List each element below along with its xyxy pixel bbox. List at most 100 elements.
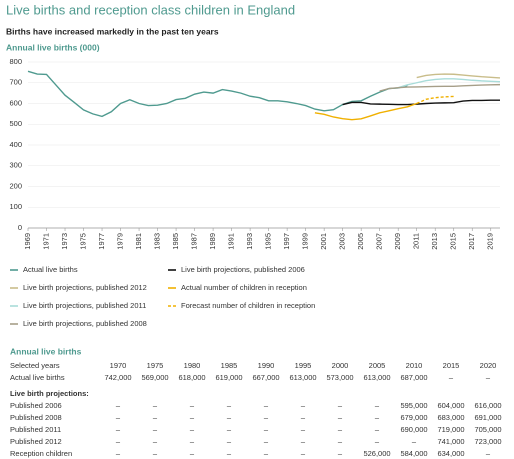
x-tick-label: 1971 <box>41 233 50 250</box>
table-header: 1995 <box>295 361 312 370</box>
table-cell: – <box>153 413 158 422</box>
x-tick-label: 2005 <box>356 233 365 250</box>
y-tick-label: 400 <box>9 140 22 149</box>
table-cell: – <box>190 401 195 410</box>
table-cell: 705,000 <box>474 425 501 434</box>
x-tick-label: 2007 <box>375 233 384 250</box>
table-cell: Published 2011 <box>10 425 61 434</box>
table-cell: – <box>153 401 158 410</box>
table-cell: – <box>338 425 343 434</box>
table-cell: Reception children <box>10 449 72 458</box>
table-cell: – <box>190 437 195 446</box>
legend-label: Live birth projections, published 2008 <box>23 319 147 328</box>
y-tick-label: 600 <box>9 98 22 107</box>
x-tick-label: 1981 <box>134 233 143 250</box>
x-tick-label: 2003 <box>338 233 347 250</box>
table-cell: Published 2008 <box>10 413 62 422</box>
series-line <box>342 99 500 106</box>
table-header: 2000 <box>332 361 349 370</box>
x-tick-label: 1995 <box>264 233 273 250</box>
table-cell: – <box>264 413 269 422</box>
table-cell: – <box>116 437 121 446</box>
legend-label: Actual live births <box>23 265 78 274</box>
y-tick-label: 100 <box>9 202 22 211</box>
table-cell: 723,000 <box>474 437 501 446</box>
table-cell: – <box>301 401 306 410</box>
table-cell: – <box>116 401 121 410</box>
x-tick-label: 1985 <box>171 233 180 250</box>
table-header: 1985 <box>221 361 238 370</box>
table-cell: 687,000 <box>400 373 427 382</box>
table-header: 2020 <box>480 361 497 370</box>
table-cell: – <box>227 449 232 458</box>
table-header: 2010 <box>406 361 423 370</box>
series-line <box>416 73 501 79</box>
table-header: 1975 <box>147 361 164 370</box>
x-tick-label: 2017 <box>467 233 476 250</box>
series-line <box>379 83 501 92</box>
y-tick-label: 200 <box>9 181 22 190</box>
table-cell: 595,000 <box>400 401 427 410</box>
table-cell: 616,000 <box>474 401 501 410</box>
table-cell: – <box>375 413 380 422</box>
legend-label: Live birth projections, published 2011 <box>23 301 146 310</box>
table-cell: – <box>375 401 380 410</box>
table-cell: Published 2006 <box>10 401 62 410</box>
table-cell: – <box>264 449 269 458</box>
table-cell: – <box>338 437 343 446</box>
table-cell: – <box>486 373 491 382</box>
table-cell: – <box>449 373 454 382</box>
table-cell: 741,000 <box>437 437 464 446</box>
table-cell: – <box>301 449 306 458</box>
table-cell: 691,000 <box>474 413 501 422</box>
chart-subtitle: Births have increased markedly in the pa… <box>6 26 219 36</box>
table-cell: – <box>116 449 121 458</box>
table-cell: – <box>190 413 195 422</box>
table-cell: – <box>116 413 121 422</box>
table-section: Live birth projections: <box>10 389 89 398</box>
legend-label: Live birth projections, published 2006 <box>181 265 305 274</box>
table-cell: – <box>190 425 195 434</box>
table-cell: 613,000 <box>363 373 390 382</box>
table-cell: – <box>264 425 269 434</box>
table-header: 1990 <box>258 361 275 370</box>
table-cell: 619,000 <box>215 373 242 382</box>
table-cell: 719,000 <box>437 425 464 434</box>
x-tick-label: 2001 <box>319 233 328 250</box>
x-tick-label: 1979 <box>116 233 125 250</box>
table-cell: – <box>153 425 158 434</box>
x-tick-label: 1997 <box>282 233 291 250</box>
table-cell: Published 2012 <box>10 437 62 446</box>
table-cell: – <box>116 425 121 434</box>
table-header: 1970 <box>110 361 127 370</box>
table-cell: 618,000 <box>178 373 205 382</box>
legend-label: Actual number of children in reception <box>181 283 307 292</box>
x-tick-label: 1969 <box>23 233 32 250</box>
table-cell: – <box>338 413 343 422</box>
x-tick-label: 1993 <box>245 233 254 250</box>
table-cell: – <box>486 449 491 458</box>
table-cell: – <box>375 425 380 434</box>
x-tick-label: 2011 <box>412 233 421 249</box>
table-cell: – <box>338 449 343 458</box>
table-cell: 613,000 <box>289 373 316 382</box>
table-cell: – <box>227 437 232 446</box>
x-tick-label: 2019 <box>486 233 495 250</box>
table-cell: 604,000 <box>437 401 464 410</box>
series-line <box>27 70 408 118</box>
x-tick-label: 2015 <box>449 233 458 250</box>
y-tick-label: 700 <box>9 78 22 87</box>
table-cell: – <box>227 401 232 410</box>
table-cell: – <box>153 437 158 446</box>
series-line <box>397 78 501 89</box>
table-cell: – <box>264 401 269 410</box>
table-header: 2015 <box>443 361 460 370</box>
table-cell: – <box>338 401 343 410</box>
table-cell: 634,000 <box>437 449 464 458</box>
y-tick-label: 0 <box>18 223 22 232</box>
series-line <box>416 95 454 105</box>
table-cell: 690,000 <box>400 425 427 434</box>
x-tick-label: 1973 <box>60 233 69 250</box>
table-cell: – <box>301 425 306 434</box>
